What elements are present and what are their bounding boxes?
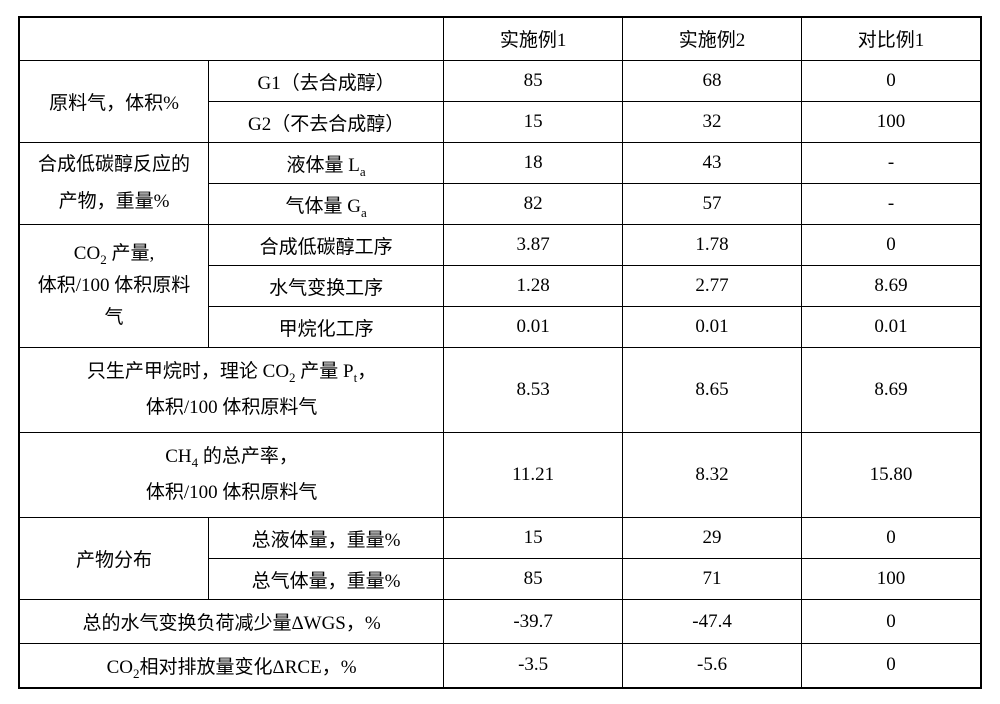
row7-key: 总的水气变换负荷减少量ΔWGS，%	[19, 600, 444, 644]
row3b-v1: 1.28	[444, 266, 623, 307]
row2-label: 合成低碳醇反应的 产物，重量%	[19, 143, 209, 225]
row3a-key: 合成低碳醇工序	[209, 225, 444, 266]
row1b-v1: 15	[444, 102, 623, 143]
row7-v3: 0	[801, 600, 981, 644]
header-col3: 对比例1	[801, 17, 981, 61]
row5-key: CH4 的总产率， 体积/100 体积原料气	[19, 433, 444, 518]
row1a-v2: 68	[623, 61, 802, 102]
row3a-v2: 1.78	[623, 225, 802, 266]
row4-l1b: 产量 P	[296, 361, 354, 382]
header-blank	[19, 17, 444, 61]
row6b-key: 总气体量，重量%	[209, 559, 444, 600]
row3b-key: 水气变换工序	[209, 266, 444, 307]
row5-v2: 8.32	[623, 433, 802, 518]
row4-l2: 体积/100 体积原料气	[146, 397, 318, 418]
row3b-v2: 2.77	[623, 266, 802, 307]
data-table: 实施例1 实施例2 对比例1 原料气，体积% G1（去合成醇） 85 68 0 …	[18, 16, 982, 689]
row8-key: CO2相对排放量变化ΔRCE，%	[19, 644, 444, 688]
row2a-kpre: 液体量 L	[287, 155, 360, 176]
row3c-key: 甲烷化工序	[209, 307, 444, 348]
row1a-v1: 85	[444, 61, 623, 102]
row1b-v2: 32	[623, 102, 802, 143]
row2a-v1: 18	[444, 143, 623, 184]
row2b-v1: 82	[444, 184, 623, 225]
row3c-v2: 0.01	[623, 307, 802, 348]
row3c-v3: 0.01	[801, 307, 981, 348]
row5-l2: 体积/100 体积原料气	[146, 482, 318, 503]
row6a-v2: 29	[623, 518, 802, 559]
row5-l1b: 的总产率，	[198, 446, 298, 467]
row8-kpost: 相对排放量变化ΔRCE，%	[140, 657, 357, 678]
header-col1: 实施例1	[444, 17, 623, 61]
row1b-key: G2（不去合成醇）	[209, 102, 444, 143]
row2-label-l2: 产物，重量%	[59, 191, 170, 212]
row2b-v3: -	[801, 184, 981, 225]
row2b-kpre: 气体量 G	[285, 196, 360, 217]
row2-label-l1: 合成低碳醇反应的	[38, 154, 190, 175]
row2a-key: 液体量 La	[209, 143, 444, 184]
row3c-v1: 0.01	[444, 307, 623, 348]
row8-v2: -5.6	[623, 644, 802, 688]
row3b-v3: 8.69	[801, 266, 981, 307]
row1a-v3: 0	[801, 61, 981, 102]
row1-label: 原料气，体积%	[19, 61, 209, 143]
header-col2: 实施例2	[623, 17, 802, 61]
row3-label: CO2 产量, 体积/100 体积原料 气	[19, 225, 209, 348]
row1b-v3: 100	[801, 102, 981, 143]
row7-v2: -47.4	[623, 600, 802, 644]
row3-l1post: 产量,	[107, 243, 155, 264]
row6b-v2: 71	[623, 559, 802, 600]
row6-label: 产物分布	[19, 518, 209, 600]
row4-v2: 8.65	[623, 348, 802, 433]
row6b-v3: 100	[801, 559, 981, 600]
row5-v3: 15.80	[801, 433, 981, 518]
row2b-v2: 57	[623, 184, 802, 225]
row3-l1pre: CO	[74, 243, 100, 264]
row4-l1c: ，	[357, 361, 376, 382]
row4-key: 只生产甲烷时，理论 CO2 产量 Pt， 体积/100 体积原料气	[19, 348, 444, 433]
row6a-key: 总液体量，重量%	[209, 518, 444, 559]
row3a-v1: 3.87	[444, 225, 623, 266]
row6b-v1: 85	[444, 559, 623, 600]
row2b-ksub: a	[361, 204, 367, 219]
row2a-ksub: a	[360, 163, 366, 178]
row2a-v3: -	[801, 143, 981, 184]
row4-v3: 8.69	[801, 348, 981, 433]
row6a-v3: 0	[801, 518, 981, 559]
row8-v1: -3.5	[444, 644, 623, 688]
row2b-key: 气体量 Ga	[209, 184, 444, 225]
row8-kpre: CO	[107, 657, 133, 678]
row8-v3: 0	[801, 644, 981, 688]
row4-v1: 8.53	[444, 348, 623, 433]
row5-v1: 11.21	[444, 433, 623, 518]
row3-l2: 体积/100 体积原料	[38, 275, 191, 296]
row1a-key: G1（去合成醇）	[209, 61, 444, 102]
row6a-v1: 15	[444, 518, 623, 559]
row7-v1: -39.7	[444, 600, 623, 644]
row5-l1a: CH	[165, 446, 191, 467]
row3a-v3: 0	[801, 225, 981, 266]
row2a-v2: 43	[623, 143, 802, 184]
row3-l3: 气	[104, 307, 123, 328]
row4-l1a: 只生产甲烷时，理论 CO	[87, 361, 289, 382]
